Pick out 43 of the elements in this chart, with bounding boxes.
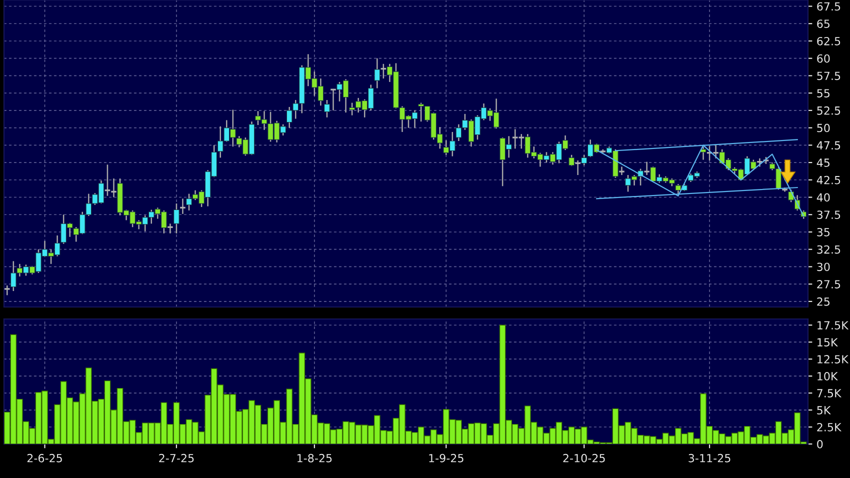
y-tick-label: 12.5K [818,355,849,364]
y-tick-label: 32.5 [817,245,840,254]
candlestick [110,178,118,198]
candlestick [574,160,582,176]
y-tick-label: 7.5K [817,389,842,398]
y-tick-label: 15K [818,338,838,346]
candlestick [643,161,650,176]
x-tick-label: 1-9-25 [429,454,464,462]
candlestick [174,202,180,234]
y-tick-label: 47.5 [816,141,840,150]
y-tick-label: 50 [817,124,830,132]
y-tick-label: 17.5K [818,321,849,330]
x-tick-label: 3-11-25 [688,454,730,462]
x-tick-label: 2-7-25 [159,454,194,462]
candlestick [166,223,174,234]
y-tick-label: 45 [816,158,830,167]
y-tick-label: 62.5 [817,36,840,46]
candlestick [179,198,186,215]
y-tick-label: 25 [817,297,830,306]
y-tick-label: 37.5 [817,210,840,219]
y-tick-label: 67.5 [817,2,840,11]
x-tick-label: 1-8-25 [298,454,332,462]
y-tick-label: 52.5 [817,106,840,115]
y-tick-label: 60 [817,54,830,63]
candlestick [324,99,330,118]
candlestick [712,144,720,159]
y-tick-label: 2.5K [817,422,842,432]
y-tick-label: 42.5 [816,176,840,184]
y-tick-label: 55 [817,89,830,98]
y-tick-label: 5K [817,406,831,414]
candlestick [4,284,11,296]
y-tick-label: 35 [817,228,830,236]
y-tick-label: 65 [817,20,830,28]
y-tick-label: 0 [817,440,823,448]
y-tick-label: 57.5 [817,72,840,80]
y-tick-label: 40 [816,193,830,202]
y-tick-label: 30 [817,262,830,272]
x-tick-label: 2-10-25 [563,454,605,462]
candlestick [618,166,626,176]
y-tick-label: 27.5 [817,280,840,288]
x-tick-label: 2-6-25 [27,454,62,462]
candlestick [330,88,337,112]
y-tick-label: 10K [818,372,838,380]
